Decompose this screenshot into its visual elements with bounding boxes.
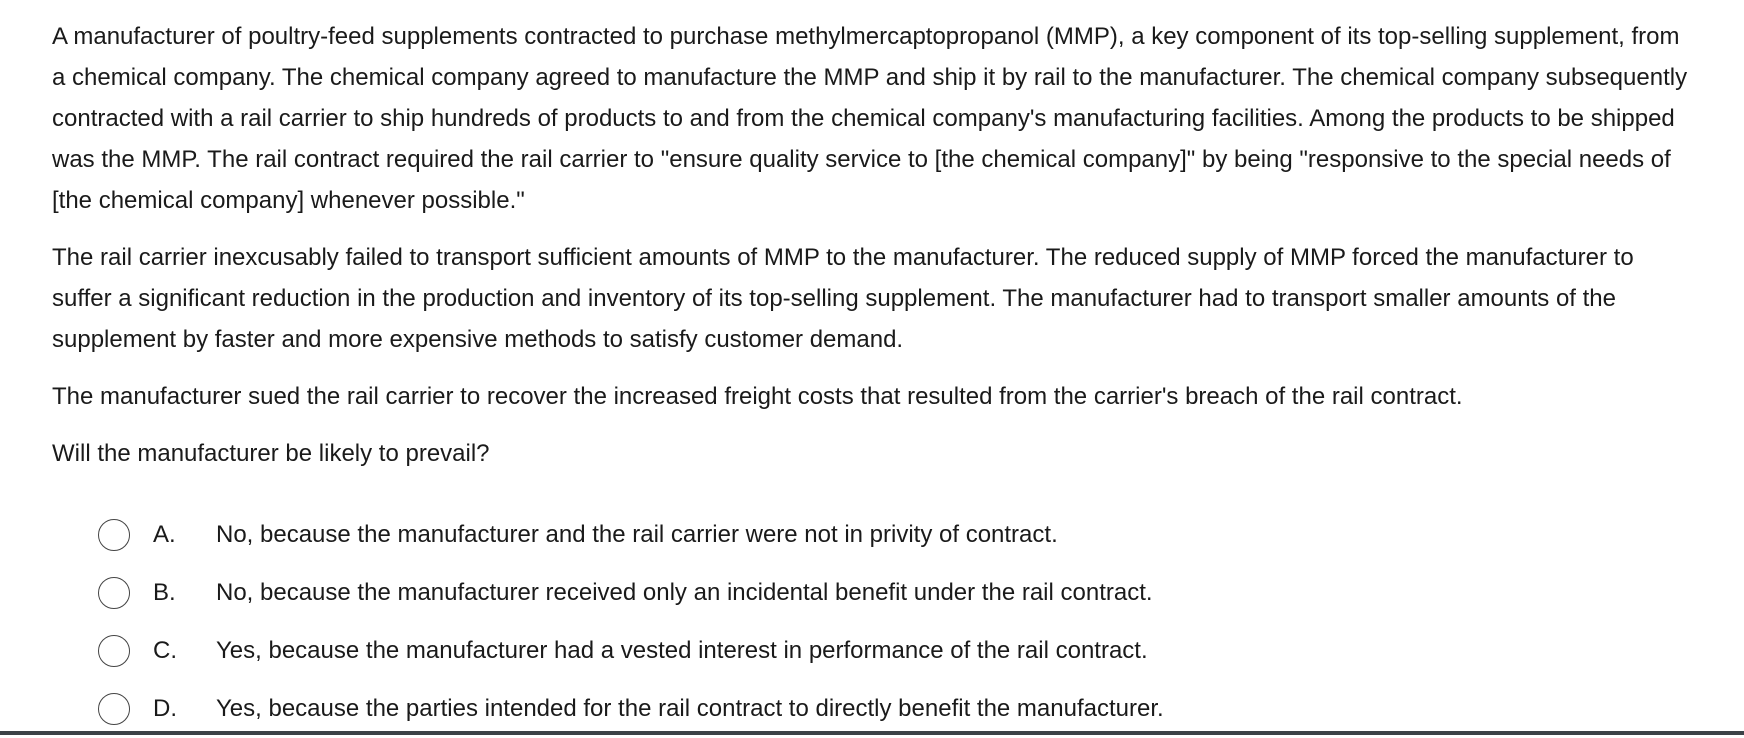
radio-button-a[interactable]: [98, 519, 130, 551]
radio-button-b[interactable]: [98, 577, 130, 609]
option-letter-b: B.: [153, 579, 176, 606]
answer-option-a[interactable]: A. No, because the manufacturer and the …: [52, 506, 1692, 564]
answer-option-c[interactable]: C. Yes, because the manufacturer had a v…: [52, 622, 1692, 680]
option-text-a: No, because the manufacturer and the rai…: [216, 521, 1058, 548]
option-text-d: Yes, because the parties intended for th…: [216, 695, 1164, 722]
radio-button-c[interactable]: [98, 635, 130, 667]
question-panel: A manufacturer of poultry-feed supplemen…: [52, 16, 1692, 725]
answer-options: A. No, because the manufacturer and the …: [52, 506, 1692, 738]
option-text-c: Yes, because the manufacturer had a vest…: [216, 637, 1148, 664]
radio-button-d[interactable]: [98, 693, 130, 725]
bottom-divider: [0, 731, 1744, 735]
answer-option-b[interactable]: B. No, because the manufacturer received…: [52, 564, 1692, 622]
question-prompt: Will the manufacturer be likely to preva…: [52, 440, 490, 467]
question-stem: A manufacturer of poultry-feed supplemen…: [52, 16, 1692, 474]
stem-paragraph-2: The rail carrier inexcusably failed to t…: [52, 244, 1634, 353]
stem-paragraph-3: The manufacturer sued the rail carrier t…: [52, 383, 1463, 410]
stem-paragraph-1: A manufacturer of poultry-feed supplemen…: [52, 23, 1688, 214]
option-text-b: No, because the manufacturer received on…: [216, 579, 1153, 606]
option-letter-a: A.: [153, 521, 176, 548]
answer-option-d[interactable]: D. Yes, because the parties intended for…: [52, 680, 1692, 738]
option-letter-d: D.: [153, 695, 177, 722]
option-letter-c: C.: [153, 637, 177, 664]
